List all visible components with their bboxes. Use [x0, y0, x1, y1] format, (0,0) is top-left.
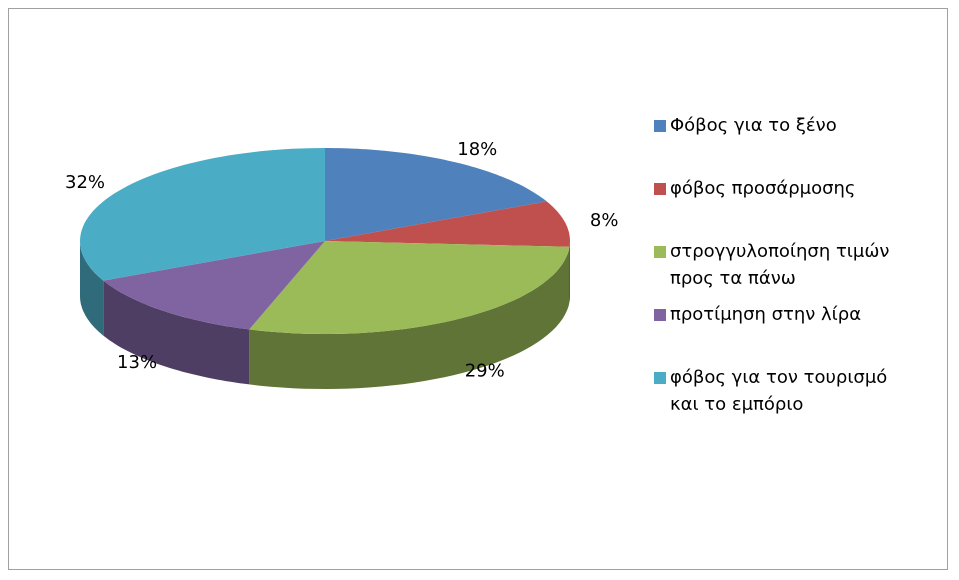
- legend-swatch: [654, 183, 666, 195]
- pie-slice: [325, 148, 547, 241]
- legend-label: φόβος προσάρμοσης: [670, 178, 856, 199]
- legend-swatch: [654, 120, 666, 132]
- legend-item: φόβος για τον τουρισμό και το εμπόριο: [654, 364, 904, 427]
- legend-item: φόβος προσάρμοσης: [654, 175, 904, 238]
- legend-item: προτίμηση στην λίρα: [654, 301, 904, 364]
- legend-swatch: [654, 309, 666, 321]
- data-label: 13%: [117, 352, 157, 373]
- pie-slice: [325, 201, 570, 247]
- pie-side: [103, 280, 250, 385]
- pie-slice: [249, 241, 570, 334]
- legend-swatch: [654, 372, 666, 384]
- legend: Φόβος για το ξένο φόβος προσάρμοσης στρογγ…: [654, 112, 904, 427]
- legend-item: Φόβος για το ξένο: [654, 112, 904, 175]
- legend-label: προτίμηση στην λίρα: [670, 304, 862, 325]
- pie-slice: [103, 241, 325, 330]
- legend-swatch: [654, 246, 666, 258]
- pie-slice: [80, 148, 325, 281]
- data-label: 18%: [457, 139, 497, 160]
- pie-side: [569, 241, 570, 302]
- legend-label: στρογγυλοποίηση τιμών προς τα πάνω: [670, 241, 890, 289]
- legend-item: στρογγυλοποίηση τιμών προς τα πάνω: [654, 238, 904, 301]
- legend-label: Φόβος για το ξένο: [670, 115, 837, 136]
- pie-side: [80, 241, 104, 336]
- legend-label: φόβος για τον τουρισμό και το εμπόριο: [670, 367, 888, 415]
- data-label: 29%: [465, 360, 505, 381]
- chart-frame: [8, 8, 948, 570]
- pie-side: [249, 246, 570, 389]
- data-label: 8%: [590, 210, 619, 231]
- data-label: 32%: [65, 172, 105, 193]
